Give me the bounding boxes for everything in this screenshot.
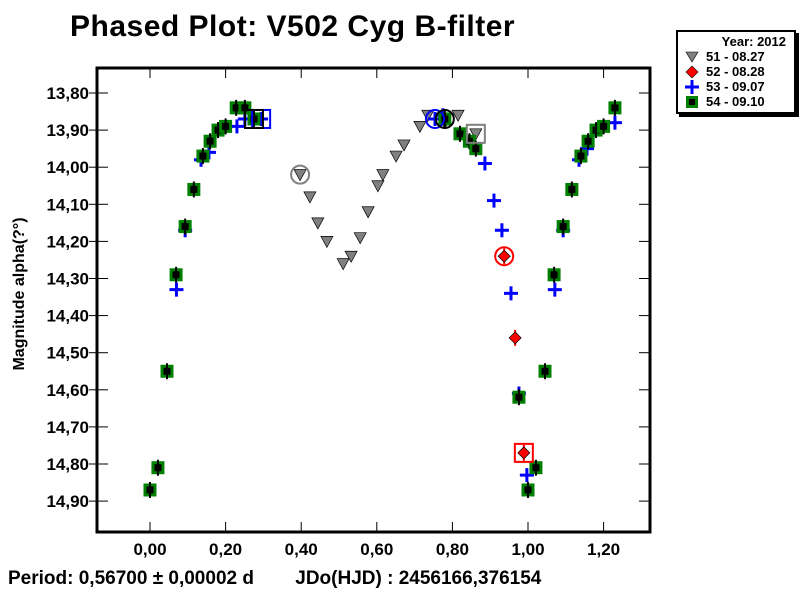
data-point-triangle xyxy=(320,236,334,249)
legend-label: 51 - 08.27 xyxy=(706,49,765,64)
data-point-triangle xyxy=(293,169,307,182)
x-tick-label: 0,00 xyxy=(133,540,166,559)
y-tick-label: 14,70 xyxy=(46,418,89,437)
data-point-triangle xyxy=(344,250,358,263)
highlight-box xyxy=(513,442,534,463)
plot-frame xyxy=(95,66,652,534)
highlight-circle xyxy=(425,108,446,129)
y-tick-label: 14,80 xyxy=(46,455,89,474)
y-tick-label: 14,50 xyxy=(46,344,89,363)
y-axis-label: Magnitude alpha(?°) xyxy=(11,217,28,371)
legend-label: 53 - 09.07 xyxy=(706,79,765,94)
legend-title: Year: 2012 xyxy=(721,34,786,49)
data-point-plus-v xyxy=(174,282,178,297)
legend: Year: 2012 51 - 08.27 52 - 08.28 53 - 09… xyxy=(676,30,796,114)
legend-item: 52 - 08.28 xyxy=(678,64,794,79)
data-point-triangle xyxy=(451,109,465,122)
legend-item: 54 - 09.10 xyxy=(678,94,794,109)
data-point-plus-v xyxy=(509,286,513,301)
highlight-circle xyxy=(434,108,455,129)
chart-title: Phased Plot: V502 Cyg B-filter xyxy=(70,10,516,43)
y-tick-label: 14,60 xyxy=(46,381,89,400)
y-tick-label: 14,30 xyxy=(46,270,89,289)
data-point-triangle xyxy=(371,180,385,193)
period-text: Period: 0,56700 ± 0,00002 d xyxy=(8,568,254,589)
data-point-triangle xyxy=(413,121,427,134)
data-point-plus-v xyxy=(500,223,504,238)
legend-label: 52 - 08.28 xyxy=(706,64,765,79)
x-tick-label: 0,20 xyxy=(209,540,242,559)
square-icon xyxy=(684,95,700,109)
x-tick-label: 0,80 xyxy=(436,540,469,559)
data-point-plus-v xyxy=(585,141,589,156)
triangle-icon xyxy=(684,50,700,64)
x-tick-label: 0,60 xyxy=(360,540,393,559)
data-point-plus-v xyxy=(525,468,529,483)
y-tick-label: 14,20 xyxy=(46,232,89,251)
legend-label: 54 - 09.10 xyxy=(706,94,765,109)
data-point-plus-v xyxy=(483,156,487,171)
legend-item: 51 - 08.27 xyxy=(678,49,794,64)
data-point-triangle xyxy=(397,139,411,152)
data-point-diamond xyxy=(517,446,531,460)
highlight-circle xyxy=(494,246,515,267)
data-point-plus-v xyxy=(259,111,263,126)
plus-icon xyxy=(684,79,700,94)
diamond-icon xyxy=(684,65,700,79)
data-point-triangle xyxy=(361,206,375,219)
epoch-text: JDo(HJD) : 2456166,376154 xyxy=(295,568,542,589)
y-tick-label: 13,90 xyxy=(46,121,89,140)
y-tick-label: 13,80 xyxy=(46,84,89,103)
y-tick-label: 14,00 xyxy=(46,158,89,177)
data-point-diamond xyxy=(508,331,522,345)
data-point-diamond xyxy=(497,249,511,263)
data-point-triangle xyxy=(303,191,317,204)
data-point-triangle xyxy=(469,128,483,141)
data-point-plus-v xyxy=(613,115,617,130)
data-point-triangle xyxy=(421,109,435,122)
y-tick-label: 14,10 xyxy=(46,195,89,214)
data-point-plus-v xyxy=(492,193,496,208)
highlight-box xyxy=(243,108,264,129)
x-tick-label: 1,00 xyxy=(511,540,544,559)
x-tick-label: 0,40 xyxy=(285,540,318,559)
highlight-box xyxy=(465,123,486,144)
highlight-circle xyxy=(290,164,311,185)
data-point-triangle xyxy=(353,232,367,245)
data-point-plus-v xyxy=(235,119,239,134)
data-point-triangle xyxy=(311,217,325,230)
data-point-triangle xyxy=(376,169,390,182)
x-tick-label: 1,20 xyxy=(587,540,620,559)
footer: Period: 0,56700 ± 0,00002 d JDo(HJD) : 2… xyxy=(8,568,541,590)
y-tick-label: 14,40 xyxy=(46,307,89,326)
y-tick-label: 14,90 xyxy=(46,492,89,511)
data-point-plus-v xyxy=(553,282,557,297)
data-point-triangle xyxy=(389,150,403,163)
data-point-triangle xyxy=(336,258,350,271)
legend-item: 53 - 09.07 xyxy=(678,79,794,94)
